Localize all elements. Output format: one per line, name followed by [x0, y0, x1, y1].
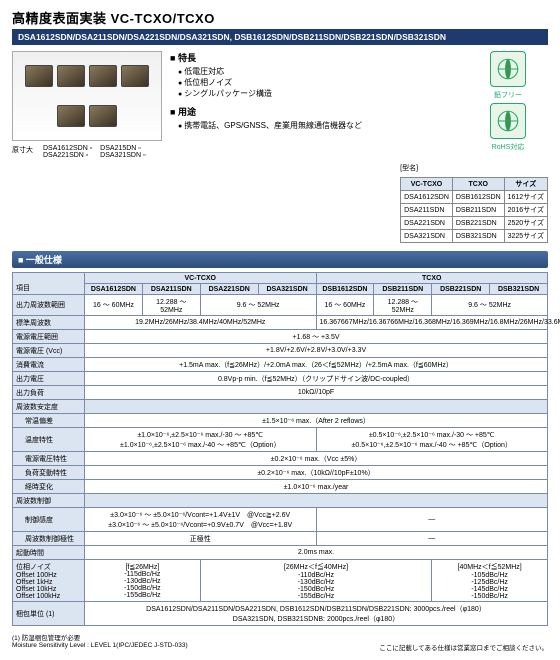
applications-heading: 用途 [170, 105, 460, 118]
rohs-label: RoHS対応 [492, 142, 525, 152]
image-captions: 原寸大DSA1612SDN ▫DSA215DN ▫DSA221SDN ▫DSA3… [12, 145, 162, 159]
applications-list: 携帯電話、GPS/GNSS、産業用無線通信機器など [170, 120, 460, 131]
page-title: 高精度表面実装 VC-TCXO/TCXO [12, 8, 548, 27]
spec-table: 項目VC-TCXOTCXODSA1612SDNDSA211SDNDSA221SD… [12, 272, 548, 626]
page-subtitle: DSA1612SDN/DSA211SDN/DSA221SDN/DSA321SDN… [12, 29, 548, 45]
product-image [12, 51, 162, 141]
model-table-title: [型名] [400, 163, 548, 173]
spec-section-heading: ■ 一般仕様 [12, 251, 548, 268]
features-list: 低電圧対応低位相ノイズシングルパッケージ構造 [170, 66, 460, 99]
rohs-icon [490, 103, 526, 139]
features-heading: 特長 [170, 51, 460, 64]
pbfree-icon [490, 51, 526, 87]
footnote-2: Moisture Sensitivity Level : LEVEL 1(IPC… [12, 642, 188, 652]
model-table: VC-TCXOTCXOサイズDSA1612SDNDSB1612SDN1612サイ… [400, 177, 548, 243]
pbfree-label: 鉛フリー [494, 90, 522, 100]
footnote-3: ここに記載してある仕様は営業窓口までご相談ください。 [379, 642, 548, 652]
footnote-1: (1) 防湿梱包管理が必要 [12, 632, 548, 642]
